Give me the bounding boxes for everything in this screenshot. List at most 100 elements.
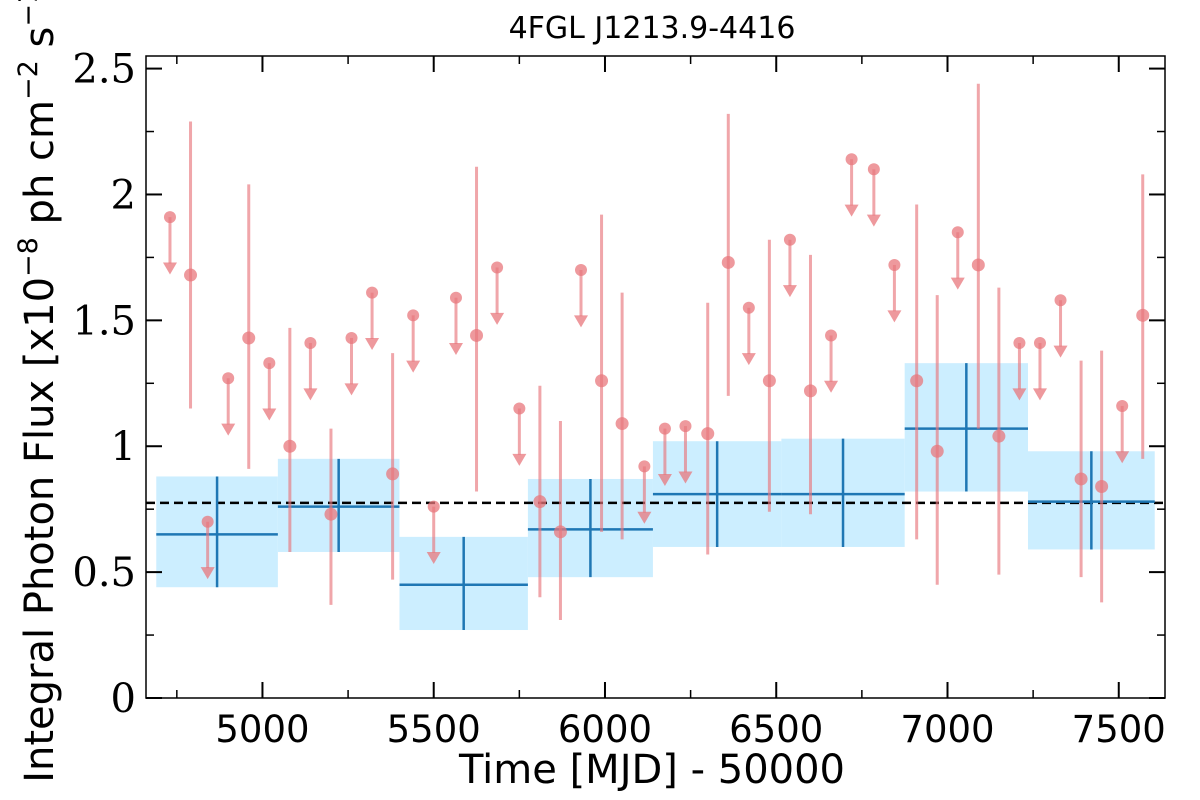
upper-limit-point <box>513 402 526 415</box>
upper-limit-arrowhead <box>678 471 693 484</box>
upper-limit-point <box>449 291 462 304</box>
detection-point <box>1095 480 1109 494</box>
x-tick-label: 6000 <box>558 708 652 751</box>
upper-limit-arrowhead <box>637 511 652 524</box>
detection-point <box>533 495 547 509</box>
upper-limit-arrowhead <box>950 277 965 290</box>
upper-limit-arrowhead <box>365 338 380 351</box>
detection-point <box>803 384 817 398</box>
detection-point <box>324 507 338 521</box>
y-tick-label: 1.5 <box>72 298 136 344</box>
detection-point <box>470 328 484 342</box>
upper-limit-arrowhead <box>426 552 441 565</box>
y-axis-label-exponent: −1 <box>13 0 44 27</box>
detection-point <box>242 331 256 345</box>
upper-limit-arrowhead <box>1032 388 1047 401</box>
upper-limit-point <box>491 261 504 274</box>
upper-limit-point <box>845 153 858 166</box>
upper-limit-point <box>366 286 379 299</box>
upper-limit-arrowhead <box>574 315 589 328</box>
upper-limit-arrowhead <box>512 453 527 466</box>
chart-title: 4FGL J1213.9-4416 <box>509 11 796 46</box>
y-axis-label-part: s <box>17 27 63 61</box>
detection-point <box>1074 472 1088 486</box>
upper-limit-point <box>345 331 358 344</box>
upper-limit-arrowhead <box>844 204 859 217</box>
y-axis-label: Integral Photon Flux [x10−8 ph cm−2 s−1] <box>13 0 63 783</box>
detection-point <box>595 374 609 388</box>
upper-limit-point <box>427 500 440 513</box>
upper-limit-point <box>783 233 796 246</box>
y-tick-label: 2 <box>111 172 136 218</box>
upper-limit-arrowhead <box>782 285 797 298</box>
x-axis-label: Time [MJD] - 50000 <box>458 747 845 793</box>
upper-limit-arrowhead <box>262 408 277 421</box>
upper-limit-point <box>1116 399 1129 412</box>
y-tick-label: 1 <box>111 424 136 470</box>
upper-limit-arrowhead <box>162 262 177 275</box>
upper-limit-point <box>163 211 176 224</box>
y-tick-label: 0.5 <box>72 550 136 596</box>
detection-point <box>992 429 1006 443</box>
upper-limit-arrowhead <box>1115 451 1130 464</box>
x-tick-label: 7000 <box>900 708 994 751</box>
upper-limit-point <box>679 420 692 433</box>
upper-limit-point <box>575 264 588 276</box>
upper-limit-point <box>888 258 901 271</box>
upper-limit-point <box>222 372 235 385</box>
upper-limit-arrowhead <box>344 383 359 396</box>
upper-limit-arrowhead <box>741 353 756 366</box>
upper-limit-point <box>867 163 880 176</box>
upper-limit-arrowhead <box>490 312 505 325</box>
x-tick-label: 6500 <box>729 708 823 751</box>
detection-point <box>930 444 944 458</box>
upper-limit-point <box>304 337 317 350</box>
upper-limit-point <box>638 460 651 473</box>
y-tick-label: 0 <box>111 676 136 722</box>
upper-limit-arrowhead <box>406 360 421 373</box>
upper-limit-point <box>201 515 214 528</box>
upper-limit-arrowhead <box>824 380 839 393</box>
upper-limit-point <box>1054 294 1067 307</box>
upper-limit-arrowhead <box>200 567 215 580</box>
upper-limit-arrowhead <box>448 343 463 356</box>
upper-limit-point <box>263 357 276 370</box>
detection-point <box>762 374 776 388</box>
x-tick-label: 5500 <box>387 708 481 751</box>
detection-point <box>971 258 985 272</box>
upper-limit-point <box>407 309 420 322</box>
upper-limit-arrowhead <box>303 388 318 401</box>
detection-point <box>615 417 629 431</box>
upper-limit-arrowhead <box>1053 345 1068 358</box>
detection-point <box>184 268 198 282</box>
upper-limit-point <box>1013 337 1026 350</box>
upper-limit-point <box>1033 337 1046 350</box>
axis-ticks: 5000 5500 6000 6500 7000 7500 0 0.5 1 1.5 2 2.5 <box>72 47 1165 751</box>
upper-limit-point <box>742 301 755 314</box>
upper-limit-arrowhead <box>887 310 902 323</box>
detection-point <box>910 374 924 388</box>
y-axis-label-exponent: −8 <box>13 237 44 277</box>
detection-point <box>721 255 735 269</box>
upper-limit-point <box>658 422 671 435</box>
detection-point <box>386 467 400 481</box>
y-axis-label-part: Integral Photon Flux [x10 <box>17 277 63 783</box>
upper-limit-arrowhead <box>866 214 881 227</box>
x-tick-label: 7500 <box>1072 708 1166 751</box>
detection-point <box>1136 308 1150 322</box>
upper-limit-arrowhead <box>221 423 236 436</box>
x-tick-label: 5000 <box>215 708 309 751</box>
upper-limit-point <box>825 329 838 342</box>
plot-frame <box>145 55 1166 699</box>
y-tick-label: 2.5 <box>72 47 136 93</box>
upper-limit-arrowhead <box>657 473 672 486</box>
y-axis-label-exponent: −2 <box>13 60 44 100</box>
detection-point <box>701 427 715 441</box>
detection-point <box>553 525 567 539</box>
plot-area <box>146 83 1165 631</box>
detection-point <box>283 439 297 453</box>
upper-limit-point <box>951 226 964 239</box>
y-axis-label-part: ph cm <box>17 100 63 237</box>
